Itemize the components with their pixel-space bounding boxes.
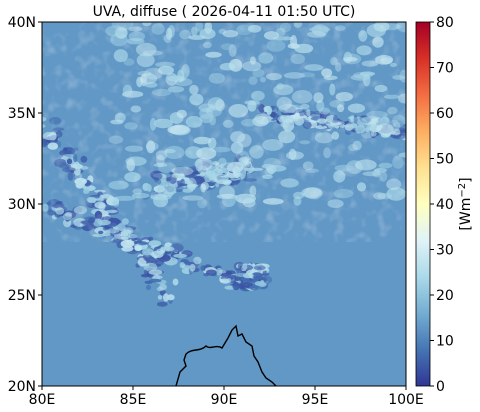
cloud-cell — [253, 265, 266, 271]
colorbar-ramp — [415, 21, 431, 387]
cloud-cell — [163, 293, 169, 302]
y-tick-label: 30N — [8, 197, 36, 213]
cloud-cell — [157, 295, 163, 300]
colorbar-tick-label: 80 — [436, 15, 454, 31]
colorbar-tick-label: 10 — [436, 334, 454, 350]
colorbar-ticks: 0 10 20 30 40 50 60 70 80 — [430, 15, 454, 395]
colorbar: 0 10 20 30 40 50 60 70 80 [Wm−2] — [415, 15, 475, 395]
x-tick-label: 95E — [302, 392, 329, 408]
cloud-cell — [142, 248, 154, 256]
cloud-cell — [254, 281, 264, 286]
cloud-cell — [143, 262, 158, 272]
cloud-cell — [156, 301, 168, 307]
y-tick-label: 40N — [8, 15, 36, 31]
colorbar-tick-label: 50 — [436, 152, 454, 168]
y-tick-label: 35N — [8, 106, 36, 122]
cloud-cell — [242, 263, 248, 271]
x-tick-label: 90E — [211, 392, 238, 408]
x-axis: 80E 85E 90E 95E 100E — [29, 386, 424, 408]
colorbar-tick-label: 70 — [436, 61, 454, 77]
colorbar-label-base: [Wm — [458, 198, 474, 231]
colorbar-label-exponent: −2 — [457, 183, 468, 198]
cloud-cell — [173, 253, 188, 258]
cloud-cell — [219, 278, 230, 283]
map-panel — [42, 22, 406, 386]
colorbar-tick-label: 0 — [436, 379, 445, 395]
cloud-cell — [216, 267, 223, 276]
colorbar-tick-label: 30 — [436, 243, 454, 259]
colorbar-tick-label: 20 — [436, 288, 454, 304]
colorbar-tick-label: 40 — [436, 197, 454, 213]
cloud-cell — [148, 269, 163, 276]
cloud-cell — [251, 272, 263, 279]
cloud-cell — [151, 250, 164, 258]
cloud-cell — [239, 282, 253, 287]
x-tick-label: 80E — [29, 392, 56, 408]
cloud-cell — [166, 294, 175, 301]
y-tick-label: 20N — [8, 379, 36, 395]
coastline — [175, 324, 277, 386]
cloud-cell — [172, 278, 179, 286]
cloud-cell — [159, 283, 167, 291]
cloud-cell — [227, 277, 232, 283]
cloud-cell — [235, 272, 249, 278]
x-tick-label: 85E — [120, 392, 147, 408]
cloud-cell — [200, 265, 206, 272]
cloud-cell — [181, 264, 191, 269]
colorbar-tick-label: 60 — [436, 106, 454, 122]
cloud-cell — [193, 256, 202, 265]
cloud-cell — [134, 245, 142, 252]
colorbar-label-close: ] — [458, 177, 474, 182]
cloud-cell — [138, 241, 148, 246]
colorbar-label: [Wm−2] — [457, 177, 475, 230]
cloud-cell — [189, 263, 196, 272]
cloud-cell — [155, 257, 165, 261]
cloud-cell — [232, 281, 240, 291]
chart-title: UVA, diffuse ( 2026-04-11 01:50 UTC) — [93, 4, 356, 20]
cloud-cell — [206, 269, 217, 276]
cloud-texture — [42, 22, 406, 242]
x-tick-label: 100E — [388, 392, 424, 408]
y-axis: 20N 25N 30N 35N 40N — [8, 15, 42, 395]
y-tick-label: 25N — [8, 288, 36, 304]
cloud-cell — [148, 278, 162, 283]
cloud-cell — [161, 246, 175, 252]
cloud-cell — [145, 284, 152, 290]
cloud-cell — [225, 270, 236, 275]
